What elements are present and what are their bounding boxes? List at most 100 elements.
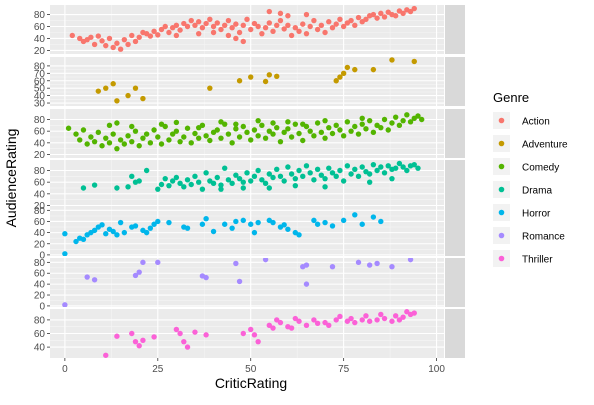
y-tick-label: 70 (34, 69, 46, 80)
data-point (340, 133, 347, 139)
data-point (240, 123, 246, 130)
data-point (143, 131, 150, 137)
data-point (132, 338, 139, 345)
data-point (188, 140, 194, 146)
data-point (307, 23, 313, 30)
data-point (195, 179, 202, 185)
data-point (181, 338, 187, 345)
data-point (277, 319, 284, 326)
data-point (240, 22, 246, 29)
data-point (348, 315, 354, 322)
y-tick-label: 50 (34, 84, 46, 95)
data-point (363, 16, 369, 23)
data-point (236, 29, 243, 36)
data-point (337, 16, 343, 23)
data-point (396, 317, 403, 323)
data-point (389, 264, 395, 270)
data-point (103, 42, 109, 49)
data-point (285, 126, 291, 132)
data-point (166, 182, 172, 189)
data-point (195, 124, 202, 131)
data-point (62, 231, 68, 237)
data-point (114, 185, 120, 191)
y-tick-label: 80 (34, 258, 46, 269)
data-point (195, 30, 202, 37)
data-point (103, 135, 109, 141)
legend-item-action: Action (493, 112, 550, 129)
data-point (259, 177, 265, 183)
data-point (233, 35, 239, 42)
data-point (162, 175, 168, 182)
data-point (378, 124, 384, 131)
data-point (103, 85, 109, 91)
y-tick-label: 0 (39, 250, 45, 261)
data-point (322, 184, 328, 190)
facet-strip (445, 5, 465, 54)
x-tick-label: 100 (428, 364, 445, 375)
facet-strip (445, 160, 465, 209)
data-point (374, 167, 380, 174)
data-point (411, 5, 417, 12)
y-tick-label: 20 (34, 201, 46, 212)
y-tick-label: 40 (34, 138, 46, 149)
data-point (91, 138, 98, 145)
x-tick-label: 0 (62, 364, 68, 375)
data-point (262, 78, 269, 85)
data-point (374, 15, 380, 21)
data-point (296, 232, 302, 238)
data-point (248, 178, 254, 184)
data-point (132, 85, 139, 91)
data-point (251, 173, 258, 180)
legend-label: Romance (522, 232, 565, 243)
data-point (352, 66, 358, 73)
y-tick-label: 40 (34, 343, 46, 354)
legend-label: Thriller (522, 255, 553, 266)
data-point (103, 352, 109, 358)
panel-background (50, 57, 444, 106)
data-point (333, 173, 339, 180)
data-point (177, 330, 183, 337)
panel-drama: 20406080Drama (34, 160, 465, 212)
data-point (106, 35, 113, 42)
data-point (114, 333, 120, 339)
panels-layer: 20406080Action304050607080Adventure20406… (34, 5, 465, 358)
data-point (363, 313, 369, 319)
legend-label: Action (522, 117, 550, 128)
data-point (340, 178, 347, 184)
data-point (221, 221, 228, 227)
data-point (121, 229, 128, 236)
data-point (195, 135, 202, 141)
data-point (333, 78, 339, 84)
data-point (95, 33, 102, 39)
panel-background (50, 160, 444, 209)
data-point (277, 10, 284, 17)
data-point (329, 264, 336, 270)
data-point (266, 20, 273, 26)
data-point (270, 131, 276, 137)
data-point (132, 223, 139, 229)
data-point (140, 259, 146, 266)
data-point (91, 41, 98, 48)
data-point (400, 117, 406, 124)
data-point (125, 184, 131, 190)
data-point (203, 133, 209, 139)
data-point (140, 95, 146, 102)
data-point (359, 115, 365, 122)
data-point (374, 317, 380, 323)
points-romance (62, 258, 414, 307)
data-point (348, 17, 354, 24)
data-point (184, 177, 191, 183)
data-point (62, 251, 68, 256)
data-point (389, 57, 395, 63)
data-point (292, 25, 299, 31)
data-point (404, 112, 410, 118)
data-point (355, 14, 362, 21)
data-point (181, 184, 187, 190)
data-point (236, 78, 243, 84)
data-point (233, 126, 239, 132)
points-thriller (103, 309, 417, 358)
data-point (262, 25, 269, 31)
data-point (199, 221, 206, 227)
data-point (62, 302, 68, 307)
legend-label: Comedy (522, 163, 559, 174)
